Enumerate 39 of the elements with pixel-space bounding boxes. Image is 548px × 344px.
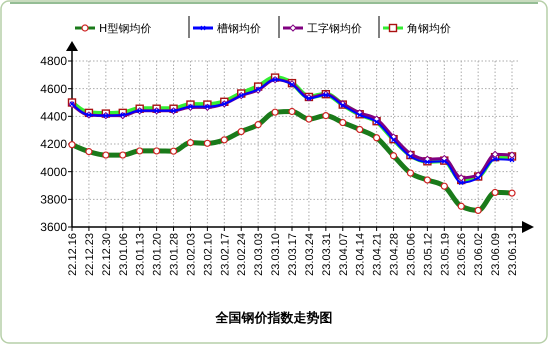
y-tick-label: 4400 <box>40 110 68 124</box>
y-tick-label: 4200 <box>40 137 68 152</box>
x-tick-label: 23.03.31 <box>320 233 333 276</box>
x-tick-label: 23.04.28 <box>388 233 401 276</box>
x-tick-label: 23.06.13 <box>507 233 519 276</box>
x-tick-label: 23.04.14 <box>354 233 367 276</box>
y-tick-label: 4600 <box>40 82 68 96</box>
x-tick-label: 22.12.16 <box>67 233 79 276</box>
x-tick-label: 23.02.10 <box>202 233 214 276</box>
x-tick-label: 23.06.09 <box>490 233 502 276</box>
x-tick-label: 22.12.23 <box>84 233 96 276</box>
x-tick-label: 23.05.19 <box>439 233 452 276</box>
x-tick-label: 23.02.17 <box>219 233 232 276</box>
x-tick-label: 23.04.07 <box>338 233 350 276</box>
x-tick-label: 23.03.24 <box>304 233 316 276</box>
x-tick-label: 23.06.02 <box>473 233 486 276</box>
y-tick-label: 4800 <box>40 54 68 68</box>
legend-label: H型钢均价 <box>99 22 152 35</box>
legend-label: 工字钢均价 <box>307 22 362 35</box>
text: 全国钢价指数走势图 <box>214 310 332 326</box>
y-tick-label: 4000 <box>40 164 68 179</box>
x-tick-label: 23.03.17 <box>287 233 299 276</box>
y-tick-label: 3600 <box>40 220 68 234</box>
legend-label: 槽钢均价 <box>217 22 261 35</box>
x-tick-label: 23.05.06 <box>405 233 418 276</box>
x-tick-label: 23.01.06 <box>118 233 130 276</box>
x-tick-label: 23.01.20 <box>152 233 164 276</box>
x-tick-label: 23.03.03 <box>253 233 266 276</box>
x-tick-label: 23.02.03 <box>185 233 198 276</box>
x-tick-label: 23.04.21 <box>372 233 384 276</box>
y-tick-label: 3800 <box>40 192 68 207</box>
x-tick-label: 23.01.13 <box>134 233 147 276</box>
x-tick-label: 23.02.24 <box>236 233 248 276</box>
x-tick-label: 23.05.26 <box>456 233 468 276</box>
x-tick-label: 23.01.28 <box>168 233 181 276</box>
x-tick-label: 22.12.30 <box>100 233 113 276</box>
legend-label: 角钢均价 <box>407 22 451 35</box>
x-tick-label: 23.05.12 <box>422 233 434 276</box>
x-tick-label: 23.03.10 <box>270 233 282 276</box>
